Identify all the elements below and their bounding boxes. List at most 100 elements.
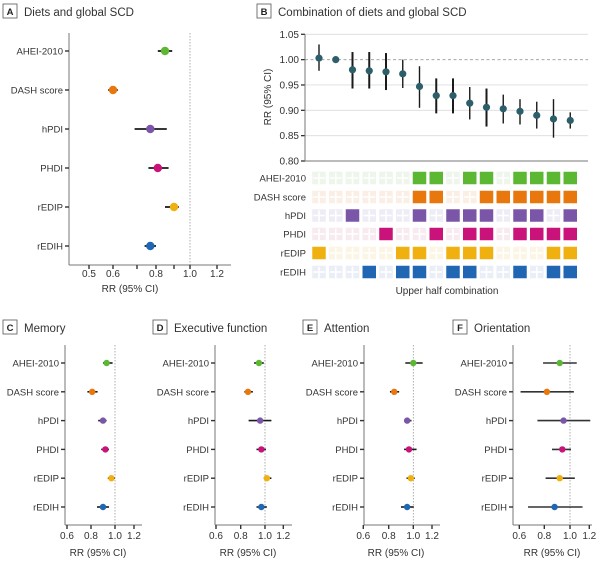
point-phdi [153,163,162,173]
combination-point [549,115,558,123]
x-tick-label: 1.2 [582,531,596,542]
matrix-x-label: Upper half combination [396,286,499,297]
point-dash-score [89,388,96,395]
combination-point [332,56,340,64]
matrix-cell-filled-phdi [429,227,443,241]
matrix-cell-empty-dash-score [463,190,477,204]
matrix-cell-empty-ahei-2010 [329,171,343,185]
panel-letter-box [256,3,272,19]
y-tick-label: hPDI [486,416,507,427]
panel-title: Memory [24,323,66,335]
matrix-cell-filled-hpdi [463,209,477,222]
y-tick-label: AHEI-2010 [312,359,358,370]
y-tick-label: PHDI [36,445,59,456]
combination-plot: 1.05 1.00 0.95 0.90 0.85 0.80 [280,30,588,168]
matrix-cell-empty-dash-score [446,190,460,204]
combination-point [432,92,440,100]
matrix-cell-filled-ahei-2010 [463,171,477,185]
matrix-cell-empty-redip [329,246,343,260]
matrix-cell-empty-redip [496,246,510,260]
matrix-cell-filled-redih [412,265,427,279]
panel-letter: D [157,323,164,334]
panel-title: Attention [324,323,369,335]
matrix-cell-filled-ahei-2010 [513,171,527,185]
matrix-cell-filled-ahei-2010 [429,171,443,185]
matrix-cell-empty-redip [513,246,527,260]
matrix-cell-filled-hpdi [563,209,577,222]
y-tick-label: DASH score [306,387,358,398]
y-tick-label: 0.90 [280,106,300,117]
point-redih [258,503,265,511]
matrix-cell-filled-redih [463,265,477,279]
matrix-cell-empty-redih [429,265,443,279]
y-tick-label: rEDIP [38,203,63,214]
forest-plot-e: 0.6 0.8 1.0 1.2 AHEI-2010 DASH score hPDI PHDI r… [306,345,440,542]
point-redip [556,475,563,482]
y-tick-label: rEDIP [184,474,209,485]
panel-d-executive-function: D Executive function RR (95% CI) 0.6 0.8 1… [152,319,292,559]
matrix-cell-filled-hpdi [345,209,360,222]
x-tick-label: 1.0 [563,531,577,542]
forest-plot-a: 0.5 0.6 0.8 1.0 1.2 AHEI-2010 DASH score hPDI PH… [11,33,231,280]
matrix-cell-empty-dash-score [329,190,343,204]
x-tick-label: 0.6 [209,531,223,542]
matrix-cell-filled-redip [546,246,561,260]
matrix-cell-filled-phdi [463,227,477,241]
point-ahei-2010 [410,359,417,367]
matrix-cell-filled-hpdi [479,209,494,222]
panel-letter: A [7,7,14,18]
panel-letter: B [261,7,268,18]
matrix-cell-empty-phdi [362,227,376,241]
matrix-cell-filled-hpdi [530,209,544,222]
y-tick-label: 0.85 [280,131,300,142]
matrix-cell-empty-phdi [396,227,410,241]
x-axis-label: RR (95% CI) [368,548,425,559]
matrix-cell-empty-ahei-2010 [345,171,360,185]
matrix-cell-filled-redip [563,246,577,260]
y-tick-label: 1.00 [280,55,300,66]
matrix-cell-empty-redip [530,246,544,260]
matrix-cell-empty-dash-score [379,190,393,204]
matrix-cell-empty-ahei-2010 [396,171,410,185]
matrix-cell-empty-phdi [345,227,360,241]
matrix-cell-filled-phdi [546,227,561,241]
matrix-row-label: AHEI-2010 [260,174,306,185]
matrix-cell-empty-phdi [312,227,326,241]
y-tick-label: rEDIP [333,474,358,485]
matrix-cell-empty-ahei-2010 [312,171,326,185]
panel-letter-box [452,319,468,335]
matrix-cell-empty-redih [379,265,393,279]
matrix-cell-filled-redih [563,265,577,279]
matrix-cell-filled-ahei-2010 [530,171,544,185]
matrix-cell-filled-hpdi [412,209,427,222]
x-axis-label: RR (95% CI) [524,548,581,559]
matrix-cell-empty-phdi [446,227,460,241]
matrix-cell-filled-dash-score [412,190,427,204]
matrix-cell-filled-hpdi [513,209,527,222]
panel-a-diets-global-scd: A Diets and global SCD RR (95% CI) 0.5 0.… [2,3,231,295]
x-axis-label: RR (95% CI) [102,284,159,295]
matrix-cell-filled-dash-score [496,190,510,204]
point-hpdi [403,417,411,424]
matrix-cell-filled-phdi [513,227,527,241]
combination-point [466,99,474,107]
x-tick-label: 0.6 [106,269,120,280]
combination-point [566,116,574,125]
x-tick-label: 0.6 [512,531,526,542]
forest-plot-f: 0.6 0.8 1.0 1.2 AHEI-2010 DASH score hPDI PHDI r… [455,345,597,542]
x-tick-label: 1.0 [406,531,420,542]
x-tick-label: 0.8 [234,531,248,542]
matrix-cell-filled-redih [446,265,460,279]
point-dash-score [543,388,551,395]
point-hpdi [99,417,107,424]
point-ahei-2010 [556,359,563,367]
y-tick-label: rEDIP [482,474,507,485]
y-tick-label: PHDI [40,164,63,175]
panel-e-attention: E Attention RR (95% CI) 0.6 0.8 1.0 1.2 AHEI… [302,319,440,559]
matrix-cell-filled-redip [412,246,427,260]
combination-point [516,107,524,115]
matrix-cell-filled-dash-score [530,190,544,204]
point-ahei-2010 [160,46,170,56]
point-phdi [102,446,109,453]
